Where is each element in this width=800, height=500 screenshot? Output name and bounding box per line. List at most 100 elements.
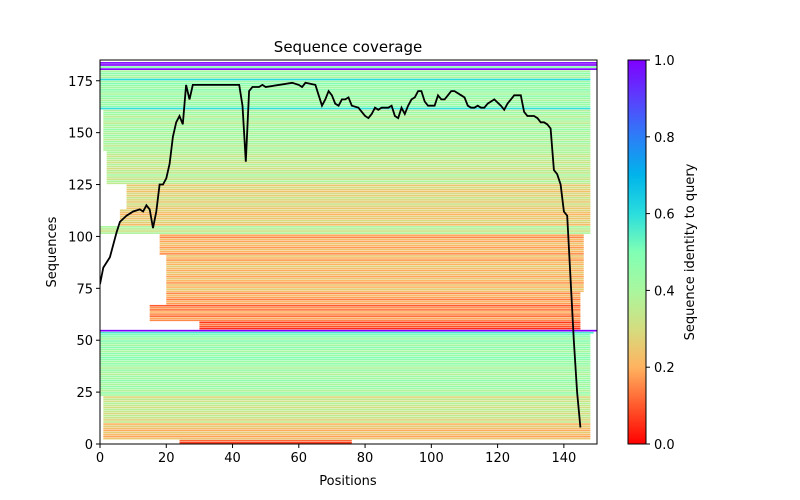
alignment-row: [100, 333, 591, 336]
alignment-row: [100, 371, 591, 374]
alignment-row: [100, 226, 591, 228]
colorbar-tick-label: 0.2: [654, 361, 675, 376]
alignment-row: [149, 309, 581, 311]
alignment-row: [166, 277, 584, 280]
alignment-row: [106, 163, 591, 166]
alignment-row: [100, 93, 591, 95]
colorbar-tick-label: 1.0: [654, 54, 675, 69]
alignment-row: [119, 209, 591, 212]
alignment-row: [100, 68, 597, 70]
alignment-row: [166, 273, 584, 276]
alignment-row: [103, 412, 591, 415]
alignment-row: [103, 130, 591, 133]
alignment-row: [100, 358, 591, 361]
colorbar: [627, 59, 647, 445]
alignment-row: [126, 203, 591, 205]
chart-title: Sequence coverage: [274, 38, 422, 56]
alignment-row: [159, 250, 584, 253]
alignment-row: [100, 354, 591, 357]
alignment-row: [126, 196, 591, 199]
alignment-row: [100, 360, 591, 363]
alignment-rows: [100, 62, 597, 444]
alignment-row: [149, 311, 581, 313]
alignment-row: [103, 147, 591, 149]
alignment-row: [103, 400, 591, 403]
alignment-row: [166, 282, 584, 284]
colorbar-tick-label: 0.4: [654, 284, 675, 299]
alignment-row: [126, 199, 591, 201]
alignment-row: [100, 379, 591, 382]
alignment-row: [126, 201, 591, 203]
alignment-row: [100, 230, 591, 232]
alignment-row: [126, 188, 591, 191]
alignment-row: [100, 70, 591, 73]
alignment-row: [100, 348, 591, 351]
y-tick-label: 0: [85, 438, 93, 453]
alignment-row: [159, 253, 584, 255]
alignment-row: [106, 180, 591, 183]
alignment-row: [100, 91, 591, 93]
alignment-row: [100, 338, 591, 340]
alignment-row: [166, 286, 584, 288]
alignment-row: [100, 76, 591, 79]
alignment-row: [126, 207, 591, 210]
alignment-row: [119, 221, 591, 224]
alignment-row: [149, 319, 581, 322]
alignment-row: [100, 352, 591, 355]
alignment-row: [100, 367, 591, 369]
x-tick-label: 60: [291, 451, 308, 466]
alignment-row: [126, 205, 591, 207]
alignment-row: [149, 317, 581, 320]
alignment-row: [100, 62, 597, 64]
alignment-row: [166, 267, 584, 270]
alignment-row: [106, 151, 591, 153]
alignment-row: [100, 64, 597, 66]
y-tick-label: 125: [68, 179, 93, 194]
alignment-row: [103, 116, 591, 118]
alignment-row: [103, 118, 591, 120]
alignment-row: [119, 217, 591, 220]
alignment-row: [149, 304, 581, 307]
alignment-row: [159, 246, 584, 249]
alignment-row: [106, 157, 591, 160]
alignment-row: [166, 265, 584, 268]
y-tick-label: 150: [68, 127, 93, 142]
alignment-row: [100, 390, 591, 392]
alignment-row: [103, 414, 591, 417]
x-tick-label: 120: [485, 451, 510, 466]
alignment-row: [100, 387, 591, 390]
alignment-row: [166, 257, 584, 259]
alignment-row: [103, 429, 591, 432]
alignment-row: [103, 132, 591, 135]
alignment-row: [103, 435, 591, 438]
alignment-row: [100, 381, 591, 384]
y-tick-label: 100: [68, 230, 93, 245]
alignment-row: [119, 215, 591, 218]
coverage-line: [100, 81, 582, 428]
alignment-row: [100, 383, 591, 386]
alignment-row: [100, 329, 597, 332]
alignment-row: [103, 145, 591, 147]
alignment-row: [166, 255, 584, 257]
alignment-row: [100, 394, 591, 396]
alignment-row: [100, 365, 591, 367]
alignment-row: [126, 190, 591, 193]
alignment-row: [103, 425, 591, 427]
alignment-row: [103, 111, 591, 114]
alignment-row: [126, 186, 591, 189]
alignment-row: [100, 342, 591, 344]
colorbar-tick-label: 0.0: [654, 438, 675, 453]
alignment-row: [106, 161, 591, 164]
alignment-row: [119, 223, 591, 226]
alignment-row: [100, 373, 591, 376]
alignment-row: [103, 417, 591, 419]
alignment-row: [103, 109, 591, 112]
alignment-row: [100, 84, 591, 87]
alignment-row: [159, 238, 584, 241]
alignment-row: [106, 178, 591, 180]
alignment-row: [106, 159, 591, 162]
alignment-row: [166, 298, 581, 301]
alignment-row: [103, 408, 591, 411]
alignment-row: [159, 236, 584, 239]
